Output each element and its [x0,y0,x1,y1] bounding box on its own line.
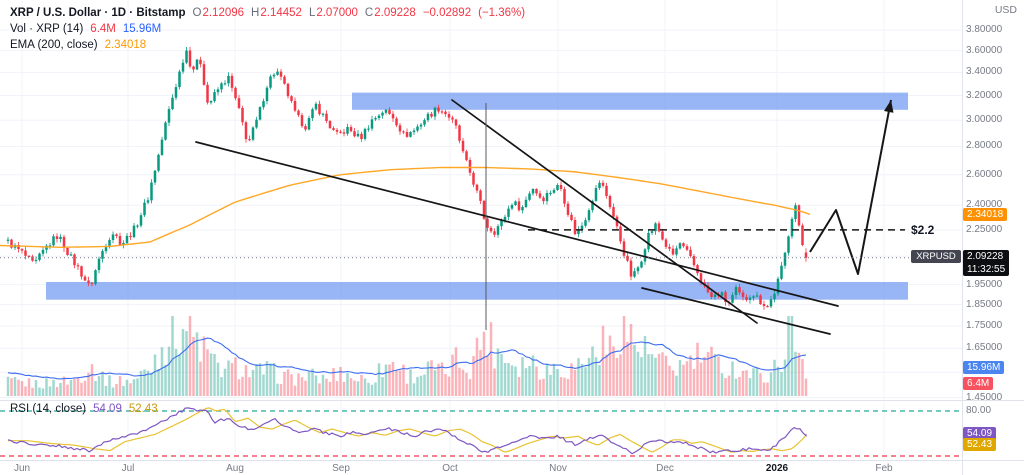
change-percent: (−1.36%) [478,7,526,19]
volume-indicator-label: Vol · XRP (14) [10,23,84,35]
volume-current-badge: 6.4M [963,377,994,390]
price-axis-label[interactable]: 2.25000 [966,224,1003,235]
time-axis-label[interactable]: Dec [656,463,674,474]
time-axis-label[interactable]: Nov [549,463,567,474]
legend: XRP / U.S. Dollar · 1D · Bitstamp O 2.120… [10,5,525,53]
trendline [195,141,839,307]
price-axis-label[interactable]: 3.60000 [966,45,1003,56]
close-label: C [364,7,374,19]
volume-ma-line [7,337,807,380]
time-axis-label[interactable]: Sep [332,463,350,474]
price-axis-label[interactable]: 2.60000 [966,169,1003,180]
rsi-pane[interactable] [0,407,962,457]
candles [6,46,808,310]
price-axis-label[interactable]: 3.40000 [966,66,1003,77]
price-axis-label[interactable]: 1.75000 [966,320,1003,331]
volume-average-badge: 15.96M [963,361,1005,374]
change-value: −0.02892 [422,7,472,19]
rsi-ma-value-badge: 52.43 [963,438,997,451]
volume-indicator-row[interactable]: Vol · XRP (14) 6.4M 15.96M [10,21,525,37]
currency-label: USD [994,4,1017,16]
price-axis-label[interactable]: 3.00000 [966,114,1003,125]
rsi-ma-value: 52.43 [128,403,158,415]
volume-average-value: 15.96M [122,23,162,35]
time-axis-label[interactable]: 2026 [765,463,789,474]
volume-current-value: 6.4M [90,23,116,35]
price-axis-label[interactable]: 1.65000 [966,342,1003,353]
bar-countdown: 11:32:55 [967,264,1006,275]
last-price-badge: 2.09228 11:32:55 [963,250,1010,276]
last-price-value: 2.09228 [967,251,1004,262]
time-axis-label[interactable]: Jun [13,463,31,474]
ema-indicator-row[interactable]: EMA (200, close) 2.34018 [10,37,525,53]
price-axis-label[interactable]: 3.20000 [966,90,1003,101]
price-axis-label[interactable]: 3.80000 [966,24,1003,35]
trendline [451,99,758,324]
rsi-value-badge: 54.09 [963,427,997,440]
ema-indicator-label: EMA (200, close) [10,39,98,51]
time-axis-label[interactable]: Oct [442,463,458,474]
ema-price-badge: 2.34018 [963,208,1008,221]
time-axis-label[interactable]: Jul [121,463,135,474]
projection-arrow [809,99,892,275]
low-label: L [308,7,316,19]
rsi-ma-line [8,407,807,453]
support-zone [46,282,908,300]
ema-200-line [0,166,811,249]
price-axis-label[interactable]: 2.80000 [966,140,1003,151]
rsi-line [7,407,807,455]
trendline [641,287,831,335]
time-axis-label[interactable]: Aug [226,463,244,474]
low-value: 2.07000 [316,7,358,19]
resistance-zone [352,92,908,110]
symbol-chip: XRPUSD [911,250,961,263]
volume-bars [6,316,808,396]
symbol-title: XRP / U.S. Dollar · 1D · Bitstamp [10,7,186,19]
time-axis-label[interactable]: Feb [875,463,893,474]
price-axis-label[interactable]: 1.85000 [966,299,1003,310]
symbol-row[interactable]: XRP / U.S. Dollar · 1D · Bitstamp O 2.120… [10,5,525,21]
close-value: 2.09228 [374,7,416,19]
ema-value: 2.34018 [104,39,147,51]
arrow-head [884,100,894,113]
high-value: 2.14452 [260,7,302,19]
rsi-band-label: 80.00 [966,405,992,416]
rsi-indicator-label: RSI (14, close) [10,403,87,415]
price-axis-label[interactable]: 1.45000 [966,392,1003,403]
supply-demand-zones[interactable] [46,92,908,300]
price-axis-label[interactable]: 2.40000 [966,199,1003,210]
price-pane[interactable] [0,0,962,460]
rsi-indicator-row[interactable]: RSI (14, close) 54.09 52.43 [10,401,158,417]
price-axis-label[interactable]: 1.95000 [966,279,1003,290]
drawings[interactable] [195,99,905,335]
price-level-label[interactable]: $2.2 [911,223,935,237]
open-value: 2.12096 [202,7,245,19]
rsi-value: 54.09 [93,403,122,415]
open-label: O [192,7,202,19]
high-label: H [251,7,260,19]
